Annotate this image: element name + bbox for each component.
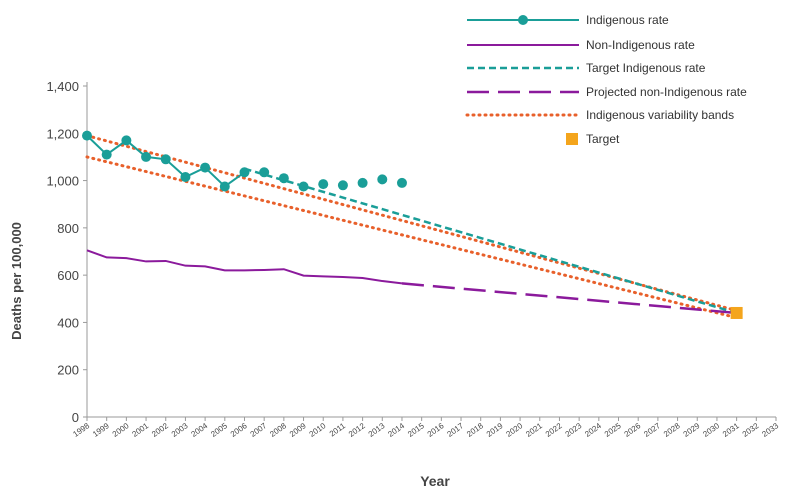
x-tick-label: 2024 [583,421,603,439]
x-tick-label: 2022 [544,421,564,439]
indigenous-point [377,174,388,185]
y-tick-label: 600 [57,268,79,283]
x-tick-label: 2002 [150,421,170,439]
legend-label: Projected non-Indigenous rate [586,85,747,99]
x-tick-label: 2017 [445,421,465,439]
indigenous-point [160,154,171,165]
x-tick-label: 2032 [741,421,761,439]
indigenous-point [239,167,250,178]
indigenous-point [259,167,270,178]
y-tick-label: 800 [57,221,79,236]
indigenous-point [141,151,152,162]
legend-label: Indigenous variability bands [586,108,734,122]
variability-band-upper [85,134,739,313]
indigenous-point [180,172,191,183]
indigenous-point [121,135,132,146]
y-tick-label: 1,400 [46,79,79,94]
x-tick-label: 2005 [209,421,229,439]
indigenous-point [318,179,329,190]
indigenous-point [298,181,309,192]
y-tick-label: 400 [57,315,79,330]
x-tick-label: 2015 [406,421,426,439]
legend-label: Target [586,132,620,146]
x-tick-label: 2026 [623,421,643,439]
legend-label: Indigenous rate [586,13,669,27]
x-tick-label: 1999 [91,421,111,439]
indigenous-point [357,177,368,188]
y-axis: 0 200 400 600 800 1,000 1,200 1,400 [46,79,88,425]
legend-label: Non-Indigenous rate [586,38,695,52]
x-tick-label: 2016 [426,421,446,439]
indigenous-point [278,173,289,184]
x-tick-label: 2023 [564,421,584,439]
x-tick-label: 2006 [229,421,249,439]
x-tick-label: 2021 [524,421,544,439]
non-indigenous-line [86,249,403,285]
x-tick-label: 2009 [288,421,308,439]
y-tick-label: 1,200 [46,126,79,141]
x-tick-label: 2028 [662,421,682,439]
target-indigenous-line [244,167,737,315]
indigenous-point [337,180,348,191]
indigenous-point [200,162,211,173]
x-tick-label: 2010 [308,421,328,439]
indigenous-point [219,181,230,192]
x-tick-label: 2007 [249,421,269,439]
indigenous-point [82,130,92,141]
x-tick-label: 2025 [603,421,623,439]
variability-band-lower [85,155,739,320]
x-tick-label: 2031 [721,421,741,439]
x-tick-label: 2029 [682,421,702,439]
legend: Indigenous rate Non-Indigenous rate Target… [465,13,747,146]
plot-area [82,130,743,320]
x-tick-label: 2030 [701,421,721,439]
x-tick-label: 2027 [642,421,662,439]
x-tick-label: 2019 [485,421,505,439]
x-tick-label: 2004 [190,421,210,439]
indigenous-point [101,149,112,160]
x-tick-label: 2008 [268,421,288,439]
x-tick-label: 2020 [504,421,524,439]
y-tick-label: 200 [57,363,79,378]
x-tick-label: 2013 [367,421,387,439]
y-axis-title: Deaths per 100,000 [9,222,24,340]
projected-non-indigenous-line [401,282,737,315]
indigenous-point [396,177,407,188]
x-tick-label: 2018 [465,421,485,439]
y-tick-label: 1,000 [46,174,79,189]
x-tick-label: 2014 [386,421,406,439]
x-tick-label: 2012 [347,421,367,439]
x-tick-label: 2003 [170,421,190,439]
x-tick-label: 2011 [328,421,348,439]
x-tick-label: 2001 [130,421,150,439]
x-axis-title: Year [420,473,450,489]
legend-swatch-target [566,133,578,145]
legend-swatch-indigenous-marker [518,15,528,25]
x-tick-label: 2000 [111,421,131,439]
x-tick-label: 2033 [760,421,780,439]
legend-label: Target Indigenous rate [586,61,706,75]
y-tick-label: 0 [72,410,79,425]
target-marker [730,306,743,319]
x-axis: 1998 1999 2000 2001 2002 2003 2004 2005 2006 2007… [71,416,781,439]
